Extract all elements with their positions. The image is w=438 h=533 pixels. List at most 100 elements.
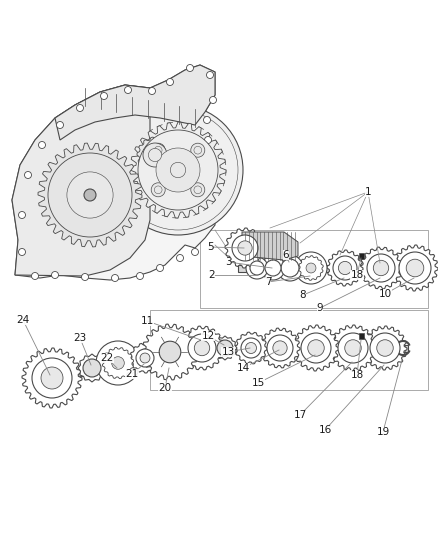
Text: 2: 2: [208, 270, 215, 280]
Circle shape: [32, 272, 39, 279]
Text: 3: 3: [225, 257, 231, 267]
Circle shape: [136, 349, 154, 367]
Circle shape: [164, 156, 192, 184]
Text: 17: 17: [293, 410, 307, 420]
Text: 8: 8: [300, 290, 306, 300]
Polygon shape: [213, 336, 237, 360]
Text: 19: 19: [376, 427, 390, 437]
Circle shape: [367, 254, 395, 282]
Circle shape: [306, 263, 316, 273]
Circle shape: [241, 338, 261, 358]
Circle shape: [156, 148, 200, 192]
Polygon shape: [147, 139, 169, 161]
Circle shape: [57, 122, 64, 128]
Circle shape: [273, 341, 287, 355]
Circle shape: [209, 96, 216, 103]
Circle shape: [277, 255, 303, 281]
Polygon shape: [299, 256, 323, 280]
Circle shape: [112, 357, 124, 369]
Circle shape: [67, 172, 113, 218]
Text: 22: 22: [100, 353, 113, 363]
Text: 20: 20: [159, 383, 172, 393]
Text: 21: 21: [125, 369, 138, 379]
Text: 18: 18: [350, 270, 364, 280]
Circle shape: [170, 163, 186, 177]
Polygon shape: [22, 348, 82, 408]
Circle shape: [100, 93, 107, 100]
Circle shape: [267, 335, 293, 361]
Text: 13: 13: [221, 347, 235, 357]
Polygon shape: [78, 354, 106, 382]
Polygon shape: [260, 328, 300, 368]
Circle shape: [191, 248, 198, 255]
Circle shape: [206, 71, 213, 78]
Polygon shape: [293, 325, 339, 371]
Circle shape: [265, 260, 281, 276]
Circle shape: [151, 143, 165, 157]
Text: 23: 23: [74, 333, 87, 343]
Circle shape: [41, 367, 63, 389]
Polygon shape: [327, 250, 363, 286]
Polygon shape: [158, 150, 198, 190]
Circle shape: [148, 87, 155, 94]
Circle shape: [281, 259, 299, 277]
Circle shape: [32, 358, 72, 398]
Polygon shape: [235, 332, 267, 364]
Circle shape: [399, 252, 431, 284]
Text: 14: 14: [237, 363, 250, 373]
Circle shape: [84, 189, 96, 201]
Circle shape: [124, 86, 131, 93]
Circle shape: [81, 273, 88, 280]
Circle shape: [80, 185, 100, 205]
Circle shape: [154, 147, 162, 154]
Circle shape: [204, 117, 211, 124]
Circle shape: [238, 241, 252, 255]
Circle shape: [112, 274, 119, 281]
Circle shape: [338, 333, 368, 363]
Polygon shape: [392, 245, 438, 291]
Circle shape: [151, 183, 165, 197]
Circle shape: [308, 340, 324, 356]
Circle shape: [217, 340, 233, 356]
Circle shape: [137, 272, 144, 279]
Circle shape: [339, 261, 352, 274]
Polygon shape: [130, 122, 226, 218]
Circle shape: [77, 104, 84, 111]
Polygon shape: [38, 143, 142, 247]
Circle shape: [377, 340, 393, 356]
Circle shape: [188, 334, 216, 362]
Polygon shape: [180, 326, 224, 370]
Bar: [359, 253, 364, 259]
Circle shape: [194, 147, 201, 154]
Circle shape: [156, 264, 163, 271]
Circle shape: [373, 260, 389, 276]
Circle shape: [18, 248, 25, 255]
Text: 1: 1: [365, 187, 371, 197]
Polygon shape: [330, 325, 376, 371]
Polygon shape: [147, 179, 169, 200]
Polygon shape: [102, 348, 134, 378]
Circle shape: [154, 186, 162, 193]
Circle shape: [18, 212, 25, 219]
Circle shape: [166, 78, 173, 85]
Circle shape: [194, 340, 210, 356]
Polygon shape: [187, 179, 209, 200]
Circle shape: [148, 148, 162, 161]
Circle shape: [261, 256, 285, 280]
Bar: [168, 344, 408, 351]
Circle shape: [177, 254, 184, 262]
Text: 7: 7: [265, 277, 271, 287]
Circle shape: [232, 235, 258, 261]
Circle shape: [194, 186, 201, 193]
Polygon shape: [12, 85, 150, 276]
Polygon shape: [12, 65, 215, 280]
Text: 9: 9: [317, 303, 323, 313]
Circle shape: [96, 341, 140, 385]
Circle shape: [159, 341, 181, 363]
Polygon shape: [55, 65, 215, 140]
Circle shape: [83, 359, 101, 377]
Circle shape: [140, 353, 150, 363]
Polygon shape: [225, 228, 265, 268]
Circle shape: [301, 333, 331, 363]
Polygon shape: [130, 343, 160, 373]
